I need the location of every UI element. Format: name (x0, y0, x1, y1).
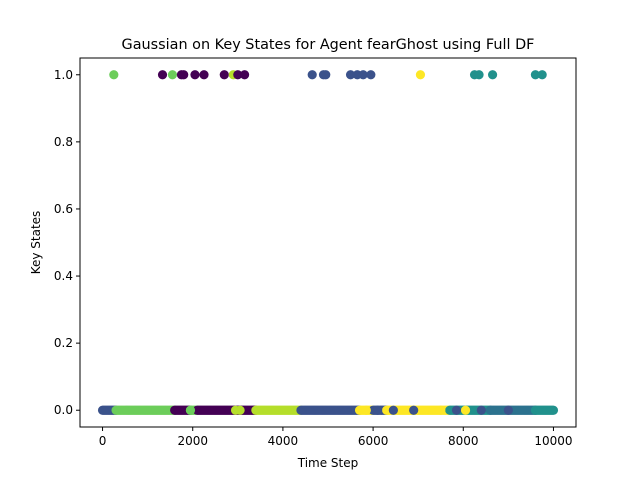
data-point-top (219, 70, 229, 80)
x-tick-label: 6000 (358, 434, 389, 448)
x-axis-ticks: 0 2000 4000 6000 8000 10000 (99, 427, 573, 448)
data-point-bottom (235, 405, 245, 415)
data-point-top (233, 70, 243, 80)
x-tick-label: 2000 (177, 434, 208, 448)
data-point-bottom (409, 405, 419, 415)
y-tick-label: 0.4 (54, 269, 73, 283)
x-tick-label: 4000 (268, 434, 299, 448)
x-axis-label: Time Step (297, 456, 359, 470)
data-point-top (109, 70, 119, 80)
y-tick-label: 0.0 (54, 403, 73, 417)
y-tick-label: 0.2 (54, 336, 73, 350)
data-point-top (190, 70, 200, 80)
data-point-top (530, 70, 541, 80)
y-axis-label: Key States (29, 211, 43, 275)
data-point-top (415, 70, 426, 80)
data-point-bottom (185, 405, 196, 415)
data-point-bottom (373, 405, 383, 415)
data-point-bottom (451, 405, 462, 415)
data-point-bottom (436, 405, 446, 415)
data-point-top (358, 70, 368, 80)
data-point-top (537, 70, 547, 80)
data-point-bottom (460, 405, 471, 415)
x-tick-label: 8000 (448, 434, 479, 448)
y-tick-label: 0.8 (54, 135, 73, 149)
data-point-top (179, 70, 189, 80)
data-point-top (321, 70, 331, 80)
data-point-bottom (388, 405, 398, 415)
data-point-top (239, 70, 250, 80)
plot-points (97, 70, 559, 415)
data-point-top (474, 70, 484, 80)
y-axis-ticks: 0.0 0.2 0.4 0.6 0.8 1.0 (54, 68, 80, 417)
data-point-top (157, 70, 168, 80)
x-tick-label: 10000 (534, 434, 572, 448)
data-point-bottom (476, 405, 486, 415)
y-tick-label: 0.6 (54, 202, 73, 216)
data-point-bottom (361, 405, 371, 415)
x-tick-label: 0 (99, 434, 107, 448)
data-point-top (199, 70, 209, 80)
chart-title: Gaussian on Key States for Agent fearGho… (122, 37, 535, 53)
data-point-top (487, 70, 498, 80)
data-point-top (167, 70, 178, 80)
y-tick-label: 1.0 (54, 68, 73, 82)
plot-frame (79, 57, 577, 428)
data-point-band-13 (548, 405, 559, 415)
data-point-top (345, 70, 356, 80)
data-point-top (307, 70, 317, 80)
data-point-bottom (503, 405, 513, 415)
data-point-top (366, 70, 376, 80)
